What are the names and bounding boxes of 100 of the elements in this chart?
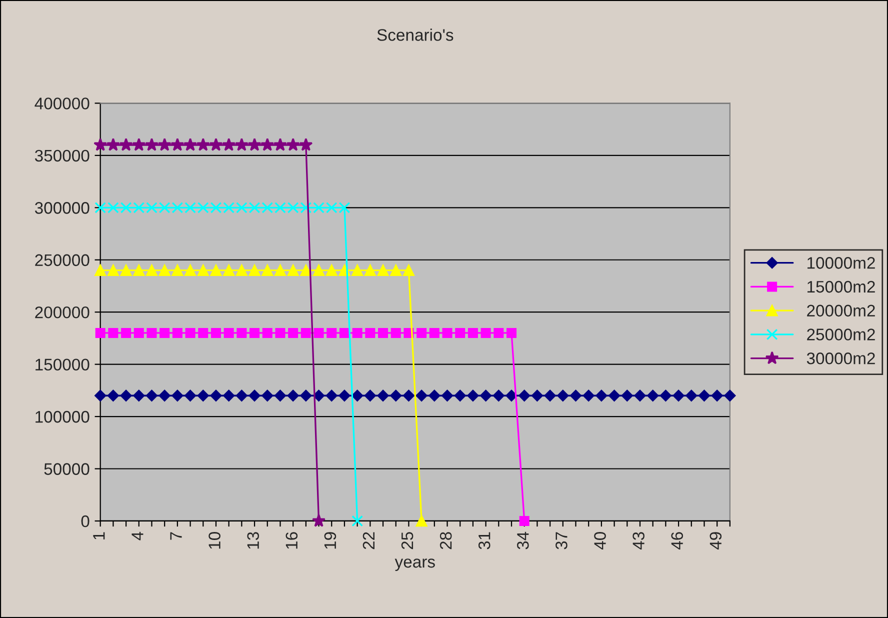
point — [172, 328, 182, 338]
point — [260, 138, 274, 151]
legend-label: 20000m2 — [807, 304, 875, 317]
point — [492, 390, 504, 402]
point — [416, 515, 428, 527]
point — [262, 264, 274, 276]
point — [172, 390, 184, 402]
point — [300, 390, 312, 402]
legend-label: 30000m2 — [806, 352, 875, 364]
point — [248, 264, 260, 276]
point — [132, 138, 146, 151]
point — [248, 390, 260, 402]
point — [120, 390, 132, 402]
point — [454, 390, 466, 402]
point — [121, 328, 132, 338]
point — [274, 390, 286, 402]
point — [378, 328, 388, 338]
x-tick-label: 7 — [170, 532, 182, 540]
point — [210, 264, 222, 276]
point — [146, 390, 158, 402]
y-tick-label: 200000 — [35, 306, 90, 318]
y-tick-label: 150000 — [36, 358, 90, 371]
point — [144, 138, 159, 151]
point — [672, 390, 684, 402]
x-tick-label: 34 — [517, 532, 529, 550]
point — [158, 138, 172, 151]
x-tick-label: 37 — [556, 532, 568, 550]
point — [312, 514, 326, 527]
point — [326, 390, 338, 402]
point — [531, 390, 543, 402]
point — [455, 328, 466, 338]
point — [506, 390, 518, 402]
point — [390, 328, 401, 338]
point — [314, 328, 324, 338]
point — [506, 328, 517, 338]
point — [222, 138, 236, 151]
point — [494, 328, 504, 338]
point — [660, 390, 672, 402]
point — [134, 328, 144, 338]
point — [94, 264, 106, 276]
x-tick-label: 19 — [324, 532, 336, 549]
x-tick-label: 16 — [286, 532, 298, 549]
point — [288, 328, 298, 338]
point — [197, 264, 209, 276]
point — [196, 138, 210, 151]
y-tick-label: 50000 — [44, 463, 90, 475]
point — [608, 390, 620, 402]
point — [596, 390, 608, 402]
point — [390, 264, 402, 276]
point — [402, 390, 414, 402]
point — [339, 328, 350, 338]
point — [365, 328, 376, 338]
point — [160, 328, 170, 338]
point — [429, 328, 440, 338]
point — [352, 515, 364, 527]
point — [724, 390, 736, 402]
point — [647, 390, 659, 402]
point — [119, 138, 133, 151]
point — [416, 390, 428, 402]
point — [313, 390, 325, 402]
point — [120, 264, 132, 276]
point — [236, 328, 247, 338]
point — [287, 390, 299, 402]
point — [146, 264, 158, 276]
point — [262, 328, 272, 338]
point — [236, 390, 248, 402]
point — [209, 138, 223, 151]
x-tick-label: 13 — [247, 532, 260, 549]
point — [299, 138, 313, 151]
point — [184, 138, 198, 151]
point — [275, 328, 286, 338]
point — [338, 390, 350, 402]
point — [621, 390, 633, 402]
x-tick-label: 46 — [671, 532, 684, 550]
point — [108, 328, 118, 338]
point — [94, 390, 106, 402]
point — [184, 264, 196, 276]
point — [170, 138, 184, 151]
y-tick-label: 250000 — [35, 254, 90, 266]
x-tick-label: 40 — [594, 532, 606, 550]
point — [184, 390, 196, 402]
legend-label: 15000m2 — [808, 280, 875, 293]
point — [198, 328, 208, 338]
x-tick-label: 1 — [93, 532, 105, 540]
point — [95, 328, 106, 338]
point — [197, 390, 209, 402]
point — [146, 328, 157, 338]
point — [570, 390, 582, 402]
point — [223, 390, 235, 402]
chart-title: Scenario's — [377, 28, 454, 41]
point — [480, 390, 492, 402]
point — [468, 328, 478, 338]
x-tick-label: 28 — [440, 532, 452, 550]
x-tick-label: 10 — [208, 532, 220, 549]
point — [262, 390, 274, 402]
x-tick-label: 31 — [478, 532, 490, 550]
point — [544, 390, 556, 402]
point — [352, 264, 364, 276]
point — [185, 328, 196, 338]
legend-label: 25000m2 — [807, 328, 875, 340]
